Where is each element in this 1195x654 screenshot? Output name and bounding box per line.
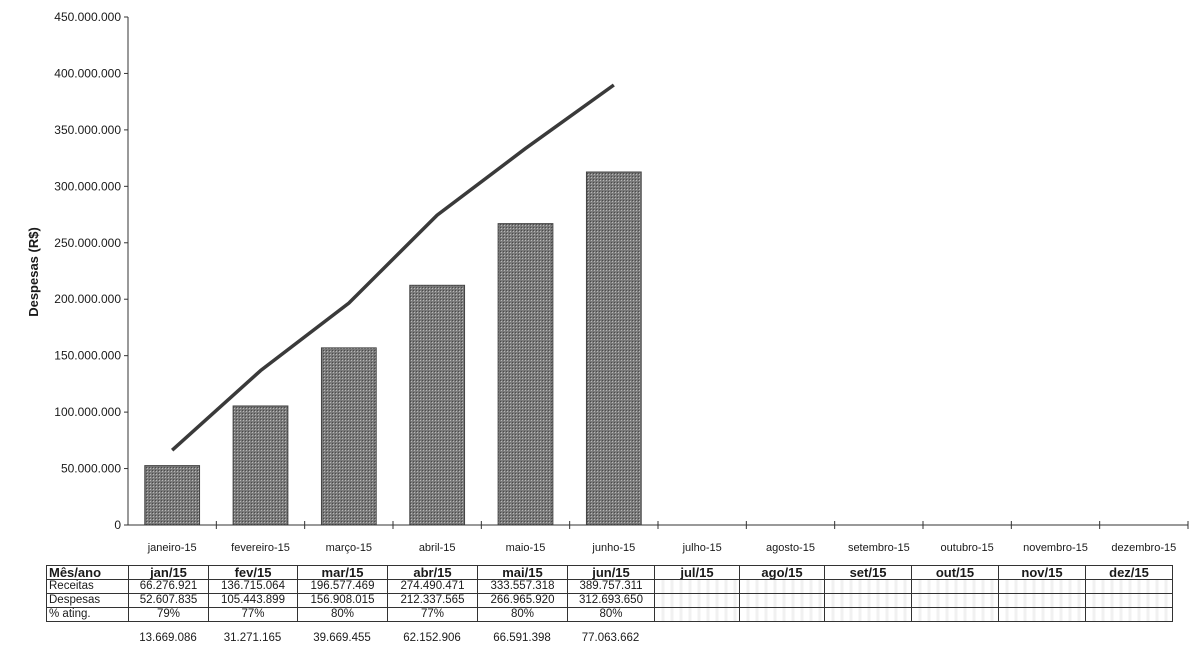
table-cell — [1085, 607, 1173, 622]
table-cell — [911, 593, 999, 608]
bar-junho-15 — [585, 171, 642, 526]
difference-value: 62.152.906 — [403, 632, 461, 644]
bar-maio-15 — [497, 223, 554, 526]
x-tick-label: agosto-15 — [766, 542, 815, 554]
table-corner-header: Mês/ano — [46, 565, 129, 580]
difference-value: 77.063.662 — [581, 632, 640, 644]
table-cell — [911, 607, 999, 622]
table-cell: 80% — [297, 607, 388, 622]
table-month-header: out/15 — [911, 565, 999, 580]
table-month-header: jul/15 — [654, 565, 740, 580]
table-cell: 66.276.921 — [128, 579, 209, 594]
difference-value: 31.271.165 — [223, 632, 282, 644]
x-tick-label: março-15 — [326, 542, 372, 554]
x-tick-label: fevereiro-15 — [231, 542, 290, 554]
x-tick-label: julho-15 — [682, 542, 722, 554]
table-month-header: mar/15 — [297, 565, 388, 580]
table-cell — [911, 579, 999, 594]
table-row: Receitas 66.276.921 136.715.064 196.577.469… — [46, 579, 1173, 594]
x-tick-label: novembro-15 — [1023, 542, 1088, 554]
table-cell: 79% — [128, 607, 209, 622]
table-cell — [654, 579, 740, 594]
table-month-header: mai/15 — [477, 565, 568, 580]
table-month-header: set/15 — [824, 565, 912, 580]
table-row-label: Despesas — [46, 593, 129, 608]
y-tick-label: 100.000.000 — [54, 405, 121, 419]
table-cell: 389.757.311 — [567, 579, 655, 594]
x-tick-label: setembro-15 — [848, 542, 910, 554]
table-cell: 266.965.920 — [477, 593, 568, 608]
table-month-header: ago/15 — [739, 565, 825, 580]
table-row-label: % ating. — [46, 607, 129, 622]
table-cell: 212.337.565 — [387, 593, 478, 608]
y-axis-title: Despesas (R$) — [26, 227, 41, 317]
x-tick-label: dezembro-15 — [1111, 542, 1176, 554]
table-cell: 80% — [477, 607, 568, 622]
table-row: Despesas 52.607.835 105.443.899 156.908.015… — [46, 593, 1173, 608]
table-cell — [998, 579, 1086, 594]
y-tick-label: 300.000.000 — [54, 179, 121, 193]
table-month-header: fev/15 — [208, 565, 298, 580]
table-row: % ating. 79% 77% 80% 77% 80% 80% — [46, 607, 1173, 622]
bar-março-15 — [320, 347, 377, 526]
bar-janeiro-15 — [144, 465, 201, 526]
x-tick-label: maio-15 — [506, 542, 546, 554]
difference-value: 39.669.455 — [313, 632, 371, 644]
difference-row: 13.669.086 31.271.165 39.669.455 62.152.906… — [0, 632, 1195, 648]
x-tick-label: janeiro-15 — [147, 542, 197, 554]
table-month-header: jan/15 — [128, 565, 209, 580]
table-cell: 196.577.469 — [297, 579, 388, 594]
table-cell — [739, 593, 825, 608]
table-cell: 105.443.899 — [208, 593, 298, 608]
table-month-header: abr/15 — [387, 565, 478, 580]
table-cell: 333.557.318 — [477, 579, 568, 594]
table-cell — [998, 607, 1086, 622]
table-cell: 274.490.471 — [387, 579, 478, 594]
table-cell — [998, 593, 1086, 608]
table-cell — [654, 593, 740, 608]
y-tick-label: 450.000.000 — [54, 10, 121, 24]
table-cell: 52.607.835 — [128, 593, 209, 608]
table-cell: 312.693.650 — [567, 593, 655, 608]
table-month-header: dez/15 — [1085, 565, 1173, 580]
bar-fevereiro-15 — [232, 405, 289, 526]
table-cell — [1085, 579, 1173, 594]
table-cell: 77% — [387, 607, 478, 622]
table-cell — [1085, 593, 1173, 608]
chart: 0 50.000.000 100.000.000 150.000.000 200.000… — [26, 10, 1189, 554]
table-cell — [654, 607, 740, 622]
table-cell — [739, 607, 825, 622]
table-cell — [739, 579, 825, 594]
table-cell — [824, 579, 912, 594]
y-tick-label: 350.000.000 — [54, 123, 121, 137]
receitas-line — [170, 83, 615, 452]
table-cell: 80% — [567, 607, 655, 622]
y-tick-label: 400.000.000 — [54, 66, 121, 80]
table-cell: 156.908.015 — [297, 593, 388, 608]
difference-value: 13.669.086 — [139, 632, 197, 644]
y-tick-label: 250.000.000 — [54, 236, 121, 250]
x-tick-label: abril-15 — [419, 542, 456, 554]
x-tick-label: junho-15 — [591, 542, 635, 554]
table-header-row: Mês/ano jan/15 fev/15 mar/15 abr/15 mai/15 jun… — [46, 565, 1173, 580]
y-tick-label: 150.000.000 — [54, 349, 121, 363]
x-tick-label: outubro-15 — [941, 542, 994, 554]
table-cell: 136.715.064 — [208, 579, 298, 594]
table-month-header: nov/15 — [998, 565, 1086, 580]
table-row-label: Receitas — [46, 579, 129, 594]
data-table: Mês/ano jan/15 fev/15 mar/15 abr/15 mai/15 jun… — [46, 565, 1173, 622]
y-tick-label: 50.000.000 — [61, 462, 121, 476]
y-tick-label: 0 — [114, 518, 121, 532]
y-tick-label: 200.000.000 — [54, 292, 121, 306]
table-month-header: jun/15 — [567, 565, 655, 580]
table-cell — [824, 607, 912, 622]
difference-value: 66.591.398 — [493, 632, 551, 644]
table-cell — [824, 593, 912, 608]
table-cell: 77% — [208, 607, 298, 622]
bar-abril-15 — [409, 284, 466, 526]
